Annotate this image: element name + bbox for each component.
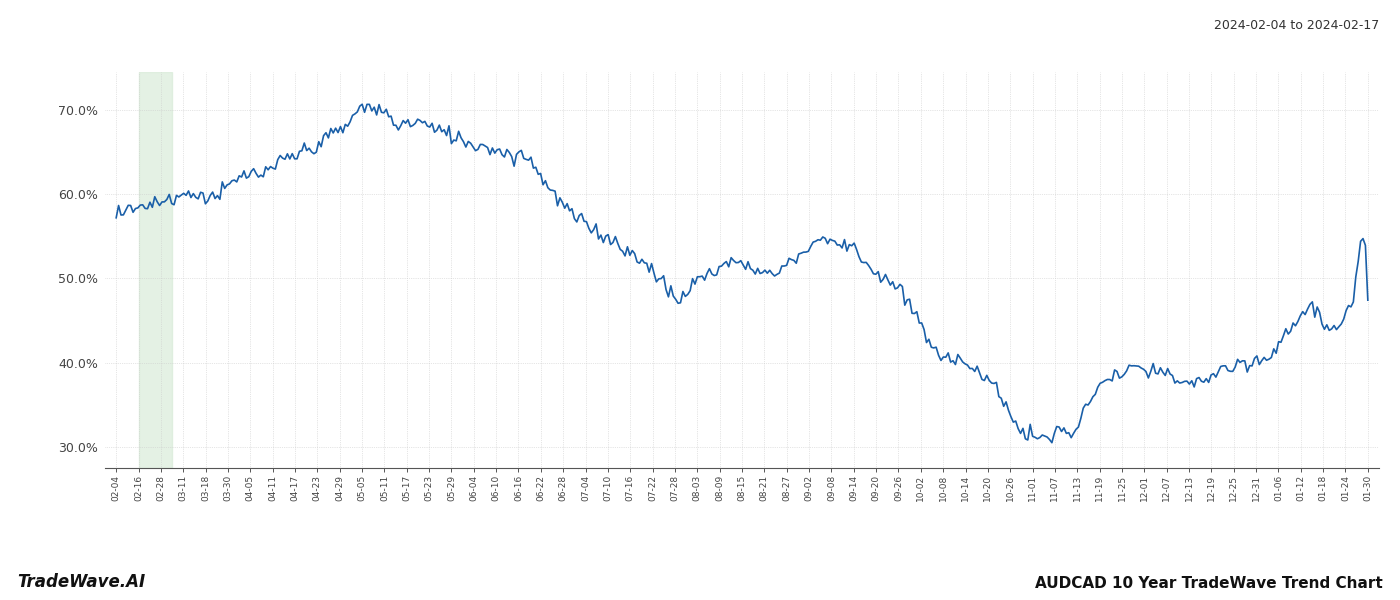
- Text: TradeWave.AI: TradeWave.AI: [17, 573, 146, 591]
- Text: AUDCAD 10 Year TradeWave Trend Chart: AUDCAD 10 Year TradeWave Trend Chart: [1036, 576, 1383, 591]
- Bar: [139, 72, 172, 468]
- Text: 2024-02-04 to 2024-02-17: 2024-02-04 to 2024-02-17: [1214, 19, 1379, 32]
